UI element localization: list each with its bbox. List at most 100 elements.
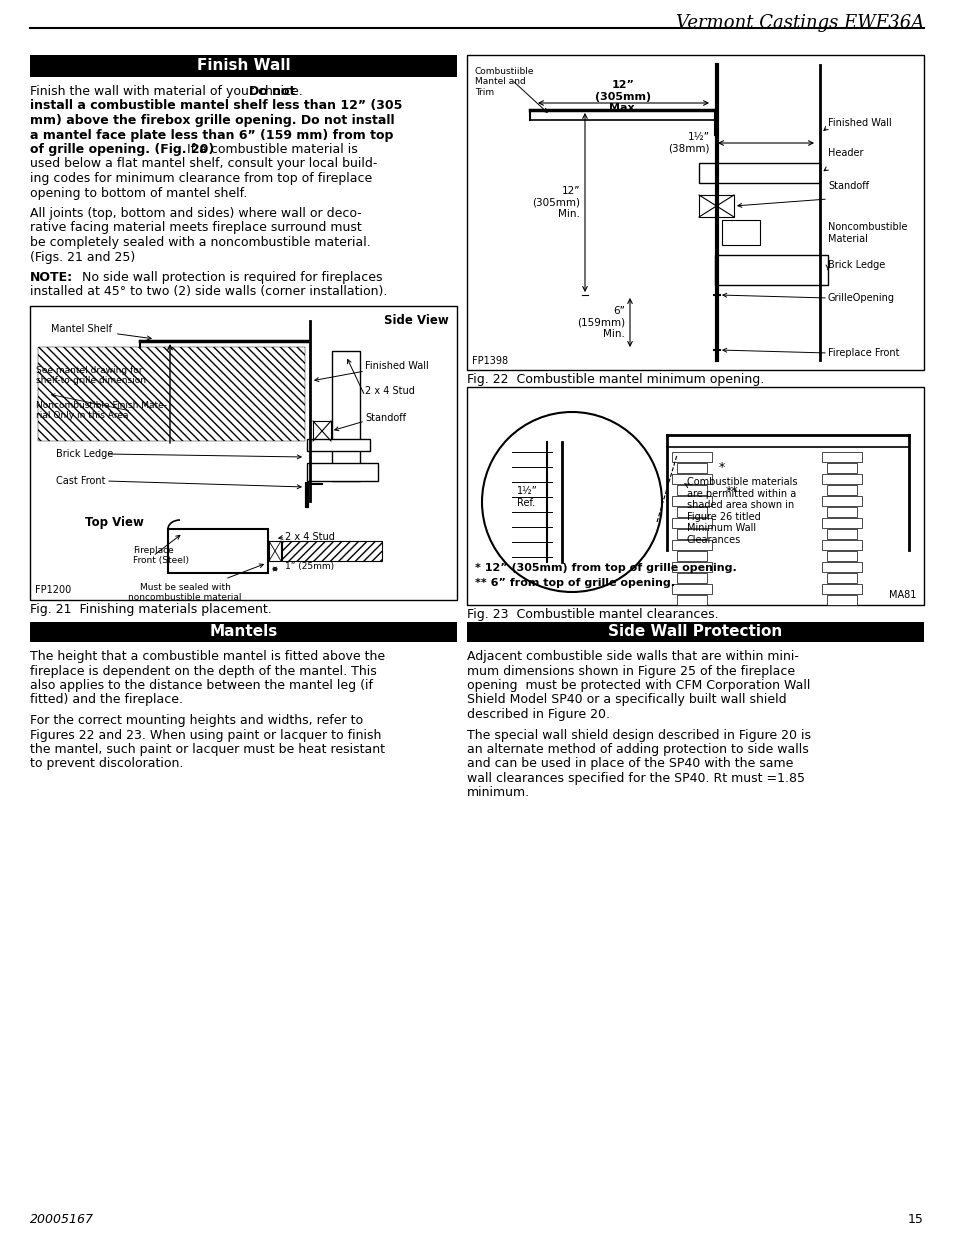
Text: Top View: Top View: [85, 516, 144, 529]
Text: *: *: [719, 461, 724, 473]
Bar: [671, 474, 711, 484]
Bar: [671, 562, 711, 572]
Text: Fireplace Front: Fireplace Front: [827, 348, 899, 358]
Bar: [714, 254, 827, 285]
Text: installed at 45° to two (2) side walls (corner installation).: installed at 45° to two (2) side walls (…: [30, 285, 387, 299]
Bar: [826, 529, 856, 538]
Text: the mantel, such paint or lacquer must be heat resistant: the mantel, such paint or lacquer must b…: [30, 743, 385, 756]
Text: an alternate method of adding protection to side walls: an alternate method of adding protection…: [467, 743, 808, 756]
Text: Finish Wall: Finish Wall: [196, 58, 290, 74]
Text: 2 x 4 Stud: 2 x 4 Stud: [365, 387, 415, 396]
Text: * 12” (305mm) from top of grille opening.: * 12” (305mm) from top of grille opening…: [475, 563, 736, 573]
Text: also applies to the distance between the mantel leg (if: also applies to the distance between the…: [30, 679, 373, 692]
Bar: [677, 463, 706, 473]
Text: wall clearances specified for the SP40. Rt must =1.85: wall clearances specified for the SP40. …: [467, 772, 804, 785]
Text: Finished Wall: Finished Wall: [827, 119, 891, 128]
Bar: [677, 551, 706, 561]
Bar: [821, 517, 862, 529]
Text: If a combustible material is: If a combustible material is: [183, 143, 357, 156]
Bar: [677, 529, 706, 538]
Bar: [282, 541, 381, 561]
Bar: [826, 463, 856, 473]
Text: Finished Wall: Finished Wall: [365, 361, 428, 370]
Text: FP1200: FP1200: [35, 585, 71, 595]
Text: (Figs. 21 and 25): (Figs. 21 and 25): [30, 251, 135, 263]
Bar: [821, 452, 862, 462]
Bar: [313, 421, 331, 441]
Text: Shield Model SP40 or a specifically built wall shield: Shield Model SP40 or a specifically buil…: [467, 694, 786, 706]
Bar: [30, 306, 456, 600]
Bar: [821, 540, 862, 550]
Text: Noncombustible
Material: Noncombustible Material: [827, 222, 906, 243]
Text: and can be used in place of the SP40 with the same: and can be used in place of the SP40 wit…: [467, 757, 793, 771]
Text: mm) above the firebox grille opening. Do not install: mm) above the firebox grille opening. Do…: [30, 114, 395, 127]
Text: Brick Ledge: Brick Ledge: [56, 450, 113, 459]
Bar: [677, 485, 706, 495]
Bar: [826, 595, 856, 605]
Text: of grille opening. (Fig. 20): of grille opening. (Fig. 20): [30, 143, 214, 156]
Text: FP1398: FP1398: [472, 356, 508, 366]
Text: Combustiible
Mantel and
Trim: Combustiible Mantel and Trim: [475, 67, 534, 96]
Text: a mantel face plate less than 6” (159 mm) from top: a mantel face plate less than 6” (159 mm…: [30, 128, 393, 142]
Text: 1½”
(38mm): 1½” (38mm): [668, 132, 709, 154]
Text: ing codes for minimum clearance from top of fireplace: ing codes for minimum clearance from top…: [30, 172, 372, 185]
Bar: [821, 584, 862, 594]
Text: Header: Header: [827, 148, 862, 158]
Bar: [30, 622, 456, 642]
Bar: [821, 562, 862, 572]
Bar: [821, 474, 862, 484]
Bar: [677, 573, 706, 583]
Text: Noncombustible Finish Mate-
rial Only in this Area: Noncombustible Finish Mate- rial Only in…: [36, 401, 167, 420]
Bar: [269, 541, 281, 561]
Bar: [699, 195, 733, 217]
Text: minimum.: minimum.: [467, 787, 530, 799]
Bar: [467, 56, 923, 370]
Text: Standoff: Standoff: [827, 182, 868, 191]
Text: mum dimensions shown in Figure 25 of the fireplace: mum dimensions shown in Figure 25 of the…: [467, 664, 794, 678]
Text: Finish the wall with material of your choice.: Finish the wall with material of your ch…: [30, 85, 311, 98]
Text: The height that a combustible mantel is fitted above the: The height that a combustible mantel is …: [30, 650, 385, 663]
Text: to prevent discoloration.: to prevent discoloration.: [30, 757, 183, 771]
Text: Combustible materials
are permitted within a
shaded area shown in
Figure 26 titl: Combustible materials are permitted with…: [686, 477, 797, 545]
Text: See mantel drawing for
shelf-to-grille dimension: See mantel drawing for shelf-to-grille d…: [36, 366, 146, 385]
Text: 15: 15: [907, 1213, 923, 1226]
Text: fireplace is dependent on the depth of the mantel. This: fireplace is dependent on the depth of t…: [30, 664, 376, 678]
Text: be completely sealed with a noncombustible material.: be completely sealed with a noncombustib…: [30, 236, 371, 249]
Text: MA81: MA81: [887, 590, 915, 600]
Text: Fireplace
Front (Steel): Fireplace Front (Steel): [132, 546, 189, 566]
Text: Adjacent combustible side walls that are within mini-: Adjacent combustible side walls that are…: [467, 650, 798, 663]
Text: Fig. 23  Combustible mantel clearances.: Fig. 23 Combustible mantel clearances.: [467, 608, 718, 621]
Bar: [332, 351, 359, 480]
Text: used below a flat mantel shelf, consult your local build-: used below a flat mantel shelf, consult …: [30, 158, 377, 170]
Bar: [677, 595, 706, 605]
Text: NOTE:: NOTE:: [30, 270, 73, 284]
Bar: [671, 540, 711, 550]
Text: opening  must be protected with CFM Corporation Wall: opening must be protected with CFM Corpo…: [467, 679, 809, 692]
Text: opening to bottom of mantel shelf.: opening to bottom of mantel shelf.: [30, 186, 247, 200]
Bar: [307, 438, 370, 451]
Text: Figures 22 and 23. When using paint or lacquer to finish: Figures 22 and 23. When using paint or l…: [30, 729, 381, 741]
Text: 6”
(159mm)
Min.: 6” (159mm) Min.: [577, 306, 624, 340]
Text: 1” (25mm): 1” (25mm): [285, 562, 334, 571]
Bar: [826, 551, 856, 561]
Text: fitted) and the fireplace.: fitted) and the fireplace.: [30, 694, 183, 706]
Text: **: **: [725, 485, 738, 499]
Text: Standoff: Standoff: [365, 412, 406, 424]
Text: 12”
(305mm)
Max.: 12” (305mm) Max.: [595, 80, 651, 114]
Text: described in Figure 20.: described in Figure 20.: [467, 708, 609, 721]
Text: No side wall protection is required for fireplaces: No side wall protection is required for …: [74, 270, 382, 284]
Bar: [30, 56, 456, 77]
Text: rative facing material meets fireplace surround must: rative facing material meets fireplace s…: [30, 221, 361, 235]
Text: 2 x 4 Stud: 2 x 4 Stud: [285, 532, 335, 542]
Bar: [467, 387, 923, 605]
Text: 20005167: 20005167: [30, 1213, 94, 1226]
Text: All joints (top, bottom and sides) where wall or deco-: All joints (top, bottom and sides) where…: [30, 207, 361, 220]
Text: Side Wall Protection: Side Wall Protection: [608, 625, 781, 640]
Text: ** 6” from top of grille opening.: ** 6” from top of grille opening.: [475, 578, 675, 588]
Bar: [677, 508, 706, 517]
Bar: [671, 584, 711, 594]
Text: Mantels: Mantels: [209, 625, 277, 640]
Text: Brick Ledge: Brick Ledge: [827, 261, 884, 270]
Bar: [307, 463, 377, 480]
Bar: [826, 573, 856, 583]
